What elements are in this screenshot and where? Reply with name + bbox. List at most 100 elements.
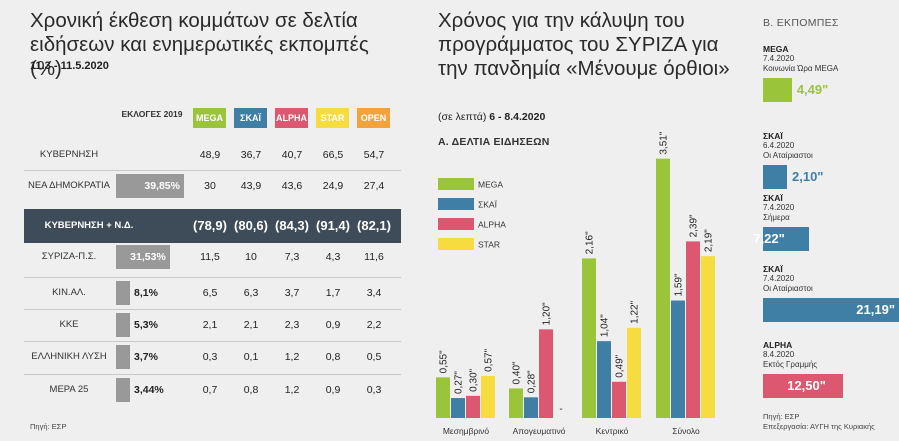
show-bar-wrap: 4,49" [763, 78, 899, 102]
bar-σκαϊ [671, 300, 685, 418]
election-result: 3,44% [134, 384, 164, 396]
shows-title: Β. ΕΚΠΟΜΠΕΣ [763, 17, 839, 29]
table-cell: 7,3 [284, 251, 300, 263]
row-divider [24, 374, 401, 375]
bar-σκαϊ [524, 397, 538, 418]
bar-alpha [539, 329, 553, 418]
bar-alpha [612, 381, 626, 418]
table-row: ΚΙΝ.ΑΛ. 8,1% 6,5 6,3 3,7 1,7 3,4 [24, 279, 401, 307]
chart-date: 6 - 8.4.2020 [489, 111, 546, 123]
table-cell: 1,2 [284, 384, 300, 396]
show-date: 7.4.2020 [763, 54, 795, 63]
table-cell: (82,1) [357, 218, 391, 233]
show-value: 12,50" [787, 378, 826, 393]
legend-swatch-star [438, 238, 474, 250]
show-bar-wrap: 12,50" [763, 374, 899, 398]
bar-label: 0,40" [512, 361, 523, 384]
election-result-bar [116, 313, 130, 337]
show-channel: ΣΚΑΪ [763, 193, 783, 203]
table-cell: 0,3 [366, 384, 382, 396]
shows-panel: Β. ΕΚΠΟΜΠΕΣ MEGA 7.4.2020 Κοινωνία Ώρα MEG… [753, 0, 899, 441]
bar-chart: MEGA ΣΚΑΪ ALPHA STAR 0,55" 0,27" 0,30" 0,57" Μεσ… [436, 131, 715, 436]
election-result: 3,7% [134, 351, 158, 363]
table-row: ΚΥΒΕΡΝΗΣΗ 48,9 36,7 40,7 66,5 54,7 [24, 141, 401, 169]
table-cell: 24,9 [322, 180, 344, 192]
legend-label: MEGA [478, 180, 503, 190]
chart-unit: (σε λεπτά) [438, 111, 487, 123]
table-cell: 6,3 [243, 287, 259, 299]
table-cell: 2,1 [202, 319, 218, 331]
bar-star [627, 327, 641, 418]
party-name: ΝΕΑ ΔΗΜΟΚΡΑΤΙΑ [27, 180, 110, 191]
shows-source-line: Πηγή: ΕΣΡ [763, 412, 800, 421]
show-channel: ALPHA [763, 340, 793, 350]
bar-alpha [466, 395, 480, 418]
table-cell: 11,6 [364, 251, 384, 263]
table-cell: 48,9 [199, 149, 221, 161]
legend-label: STAR [478, 240, 500, 250]
election-result: 39,85% [144, 180, 180, 192]
table-cell: 0,9 [325, 384, 341, 396]
election-result: 5,3% [134, 319, 158, 331]
row-divider [24, 341, 401, 342]
category-label: Απογευματινό [513, 426, 566, 436]
chart-subtitle: (σε λεπτά) 6 - 8.4.2020 [438, 111, 545, 123]
show-channel: MEGA [763, 44, 789, 54]
table-cell: (78,9) [193, 218, 227, 233]
election-result-bar [116, 245, 170, 269]
table-cell: 40,7 [281, 149, 303, 161]
category-label: Κεντρικό [596, 426, 629, 436]
bar-σκαϊ [451, 398, 465, 418]
bar-mega [656, 158, 670, 418]
table-cell: 6,5 [202, 287, 218, 299]
legend-swatch-mega [438, 178, 474, 190]
table-cell: (84,3) [275, 218, 309, 233]
show-date: 8.4.2020 [763, 350, 795, 359]
table-period: 11.3 - 11.5.2020 [30, 60, 109, 72]
party-name: ΕΛΛΗΝΙΚΗ ΛΥΣΗ [31, 351, 107, 362]
table-cell: 3,7 [284, 287, 300, 299]
party-name: ΚΥΒΕΡΝΗΣΗ + Ν.Δ. [44, 220, 134, 231]
legend-swatch-alpha [438, 218, 474, 230]
bar-label: 0,27" [454, 371, 465, 394]
show-bar [763, 227, 810, 251]
bar-star [481, 375, 495, 418]
table-cell: 0,8 [243, 384, 259, 396]
table-cell: 30 [204, 180, 216, 192]
bar-σκαϊ [597, 341, 611, 418]
table-cell: 2,3 [284, 319, 300, 331]
elections-header: ΕΚΛΟΓΕΣ 2019 [121, 109, 183, 119]
category-label: Σύνολο [672, 426, 700, 436]
show-item: ΣΚΑΪ 7.4.2020 Οι Αταίριαστοι 21,19" [763, 264, 899, 322]
show-name: Κοινωνία Ώρα MEGA [763, 64, 839, 73]
table-cell: 0,9 [325, 319, 341, 331]
bar-label: 2,16" [585, 231, 596, 254]
row-divider [24, 309, 401, 310]
show-item: MEGA 7.4.2020 Κοινωνία Ώρα MEGA 4,49" [763, 44, 899, 102]
bar-mega [436, 377, 450, 418]
table-cell: (80,6) [234, 218, 268, 233]
show-bar-wrap: 7,22" [753, 227, 899, 251]
show-date: 7.4.2020 [763, 274, 795, 283]
bar-label: - [559, 404, 562, 415]
election-result-bar [116, 345, 130, 369]
table-cell: 0,1 [243, 351, 259, 363]
party-name: ΣΥΡΙΖΑ-Π.Σ. [41, 251, 97, 262]
show-item: ΣΚΑΪ 6.4.2020 Οι Αταίριαστοι 2,10" [763, 131, 899, 189]
table-row: ΚΥΒΕΡΝΗΣΗ + Ν.Δ. (78,9) (80,6) (84,3) (91,4)… [24, 209, 401, 243]
bar-label: 0,55" [439, 350, 450, 373]
table-cell: 0,3 [202, 351, 218, 363]
table-row: ΣΥΡΙΖΑ-Π.Σ. 31,53% 11,5 10 7,3 4,3 11,6 [24, 243, 401, 271]
show-name: Οι Αταίριαστοι [763, 151, 813, 160]
legend-label: ΣΚΑΪ [478, 200, 498, 210]
show-value: 21,19" [856, 302, 895, 317]
show-item: ALPHA 8.4.2020 Εκτός Γραμμής 12,50" [763, 340, 899, 398]
show-name: Σήμερα [763, 213, 790, 222]
row-divider [24, 170, 401, 171]
show-item: ΣΚΑΪ 7.4.2020 Σήμερα 7,22" [753, 193, 899, 251]
table-cell: 0,7 [202, 384, 218, 396]
table-cell: 1,7 [325, 287, 341, 299]
table-title: Χρονική έκθεση κομμάτων σε δελτία ειδήσε… [30, 9, 369, 80]
bar-label: 1,22" [630, 300, 641, 323]
show-value: 2,10" [792, 169, 824, 184]
